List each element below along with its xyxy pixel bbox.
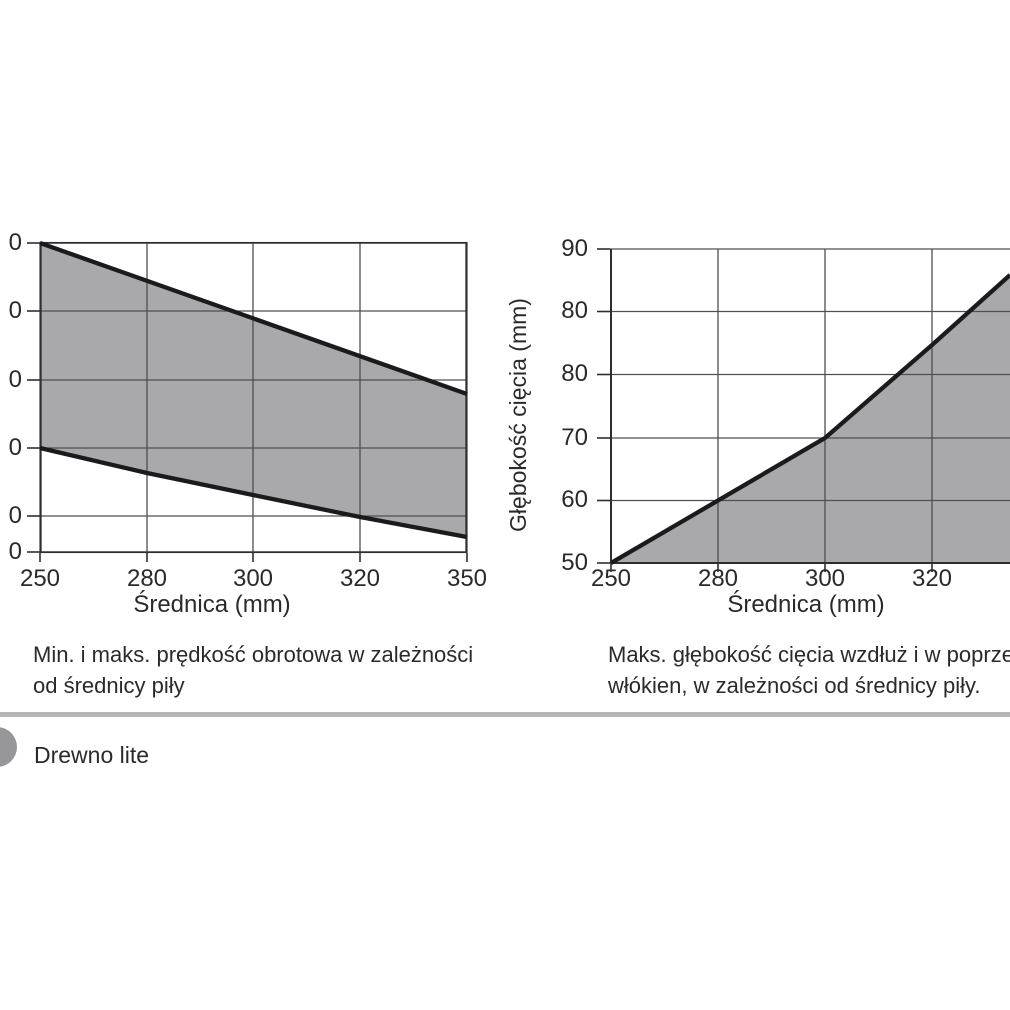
x-axis-title: Średnica (mm)	[727, 591, 885, 618]
y-tick-label: 0	[8, 297, 22, 324]
y-tick-label: 50	[561, 549, 588, 576]
speed-band-chart	[27, 240, 468, 562]
section-divider	[0, 712, 1010, 717]
x-tick-label: 300	[232, 565, 274, 592]
caption-line: od średnicy piły	[33, 673, 185, 698]
x-tick-label: 300	[804, 565, 846, 592]
depth-area-chart	[597, 248, 1010, 572]
y-tick-label: 70	[561, 424, 588, 451]
figure-caption: Maks. głębokość cięcia wzdłuż i w poprze…	[608, 639, 1010, 701]
caption-line: Maks. głębokość cięcia wzdłuż i w poprze…	[608, 642, 1010, 667]
caption-line: włókien, w zależności od średnicy piły.	[608, 673, 981, 698]
y-tick-label: 0	[8, 366, 22, 393]
caption-line: Min. i maks. prędkość obrotowa w zależno…	[33, 642, 474, 667]
x-axis-title: Średnica (mm)	[133, 591, 291, 618]
y-tick-label: 0	[8, 538, 22, 565]
x-tick-label: 320	[911, 565, 953, 592]
y-tick-label: 80	[561, 360, 588, 387]
figure-caption: Min. i maks. prędkość obrotowa w zależno…	[33, 639, 473, 701]
y-tick-label: 0	[8, 229, 22, 256]
y-tick-label: 0	[8, 434, 22, 461]
x-tick-label: 250	[19, 565, 61, 592]
x-tick-label: 350	[446, 565, 488, 592]
x-tick-label: 280	[697, 565, 739, 592]
section-label: Drewno lite	[34, 742, 150, 768]
x-tick-label: 320	[339, 565, 381, 592]
x-tick-label: 280	[126, 565, 168, 592]
y-tick-label: 60	[561, 486, 588, 513]
y-tick-label: 80	[561, 297, 588, 324]
y-tick-label: 90	[561, 235, 588, 262]
y-tick-label: 0	[8, 502, 22, 529]
x-tick-label: 250	[590, 565, 632, 592]
section-bullet-icon	[0, 727, 17, 767]
